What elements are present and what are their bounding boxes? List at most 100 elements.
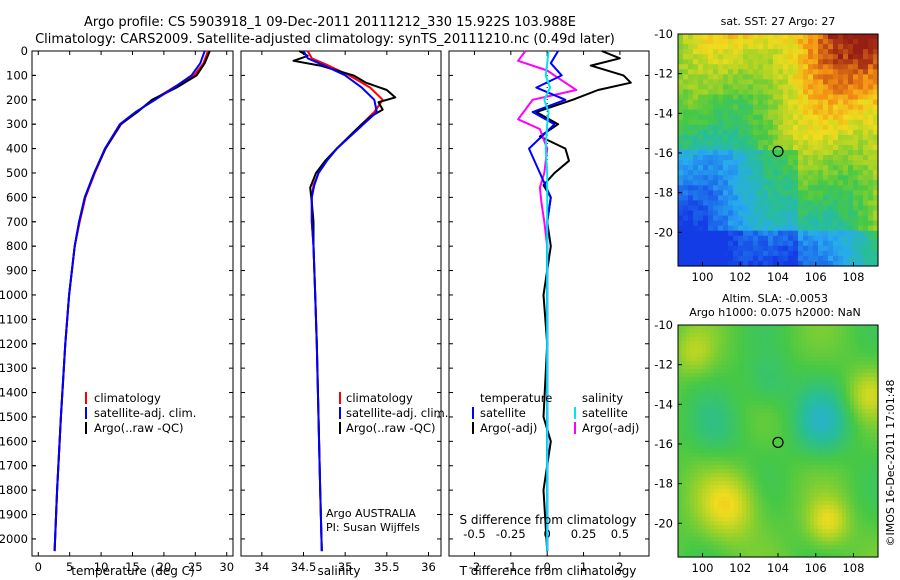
salinity-xlabel: salinity — [317, 564, 360, 578]
map-cell — [722, 497, 727, 502]
map-cell — [766, 409, 771, 414]
map-cell — [868, 185, 874, 191]
map-cell — [750, 477, 755, 482]
map-cell — [754, 553, 759, 558]
map-cell — [828, 124, 834, 131]
map-cell — [726, 377, 731, 382]
map-cell — [678, 180, 684, 186]
map-cell — [718, 357, 723, 362]
map-cell — [862, 513, 867, 518]
map-cell — [738, 175, 744, 181]
map-cell — [703, 94, 709, 101]
map-cell — [734, 401, 739, 406]
map-cell — [762, 357, 767, 362]
map-cell — [814, 357, 819, 362]
map-cell — [822, 377, 827, 382]
map-cell — [678, 210, 684, 217]
map-cell — [834, 453, 839, 458]
map-cell — [788, 114, 794, 121]
map-cell — [774, 501, 779, 506]
map-cell — [694, 377, 699, 382]
map-cell — [853, 235, 859, 242]
map-cell — [758, 34, 764, 40]
map-cell — [686, 401, 691, 406]
map-cell — [810, 329, 815, 334]
map-cell — [814, 465, 819, 470]
map-cell — [706, 513, 711, 518]
map-cell — [698, 461, 703, 466]
depth-tick-label: 600 — [6, 190, 28, 204]
map-cell — [762, 477, 767, 482]
map-cell — [746, 453, 751, 458]
map-cell — [838, 69, 844, 75]
map-cell — [703, 69, 709, 75]
map-cell — [746, 445, 751, 450]
legend-argo: Argo(..raw -QC) — [94, 421, 184, 435]
map-cell — [763, 165, 769, 171]
map-cell — [688, 139, 694, 146]
map-cell — [818, 235, 824, 242]
map-cell — [750, 517, 755, 522]
map-cell — [730, 469, 735, 474]
map-cell — [814, 505, 819, 510]
map-cell — [866, 477, 871, 482]
map-cell — [714, 461, 719, 466]
map-cell — [723, 94, 729, 101]
map-cell — [790, 401, 795, 406]
map-cell — [728, 104, 734, 111]
map-cell — [854, 533, 859, 538]
map-cell — [758, 481, 763, 486]
map-cell — [790, 537, 795, 542]
map-cell — [838, 413, 843, 418]
map-cell — [868, 195, 874, 202]
map-cell — [754, 357, 759, 362]
map-cell — [714, 489, 719, 494]
map-cell — [758, 94, 764, 101]
map-cell — [842, 413, 847, 418]
map-cell — [714, 329, 719, 334]
map-cell — [858, 389, 863, 394]
map-cell — [698, 453, 703, 458]
map-cell — [774, 469, 779, 474]
map-cell — [848, 215, 854, 222]
map-cell — [788, 220, 794, 227]
map-cell — [714, 397, 719, 402]
map-cell — [806, 477, 811, 482]
map-cell — [678, 417, 683, 422]
map-cell — [786, 429, 791, 434]
map-cell — [770, 501, 775, 506]
map-cell — [794, 469, 799, 474]
map-cell — [690, 465, 695, 470]
map-cell — [770, 525, 775, 530]
map-cell — [678, 393, 683, 398]
map-cell — [706, 441, 711, 446]
map-cell — [810, 545, 815, 550]
map-cell — [813, 150, 819, 156]
map-cell — [754, 389, 759, 394]
map-cell — [848, 260, 854, 267]
map-cell — [766, 413, 771, 418]
map-cell — [730, 541, 735, 546]
map-cell — [733, 160, 739, 166]
map-cell — [788, 64, 794, 70]
map-cell — [858, 325, 863, 330]
map-cell — [858, 84, 864, 91]
depth-tick-label: 100 — [6, 68, 28, 82]
map-cell — [822, 429, 827, 434]
map-cell — [783, 165, 789, 171]
map-cell — [678, 170, 684, 176]
map-cell — [678, 49, 684, 55]
map-cell — [838, 341, 843, 346]
map-cell — [788, 134, 794, 141]
map-cell — [808, 155, 814, 161]
map-cell — [854, 489, 859, 494]
map-cell — [798, 473, 803, 478]
map-cell — [850, 389, 855, 394]
map-cell — [734, 489, 739, 494]
map-cell — [770, 325, 775, 330]
map-cell — [838, 509, 843, 514]
map-cell — [870, 377, 875, 382]
map-cell — [790, 365, 795, 370]
map-cell — [790, 373, 795, 378]
map-cell — [770, 529, 775, 534]
